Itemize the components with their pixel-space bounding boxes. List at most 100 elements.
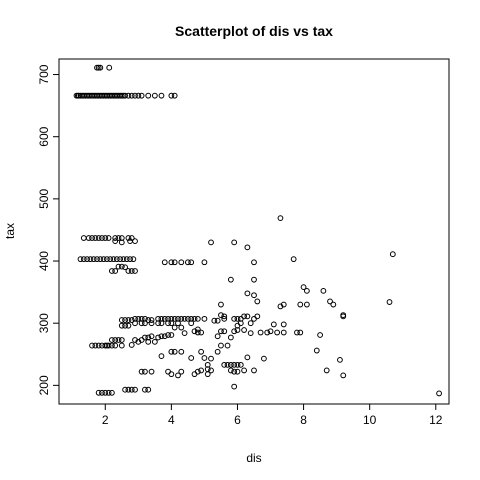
data-points	[73, 64, 442, 397]
data-point	[125, 268, 132, 274]
data-point	[201, 355, 208, 361]
data-point	[237, 361, 244, 368]
data-point	[127, 256, 133, 263]
data-point	[201, 315, 208, 322]
data-point	[204, 366, 211, 373]
data-point	[168, 259, 175, 266]
data-point	[87, 256, 94, 263]
data-point	[125, 322, 132, 329]
data-point	[218, 342, 224, 349]
data-point	[231, 315, 238, 322]
data-point	[158, 92, 165, 99]
data-point	[168, 92, 175, 99]
data-point	[234, 368, 241, 375]
data-point	[84, 256, 90, 263]
y-axis: 200 300 400 500 600 700	[37, 64, 59, 395]
data-point	[99, 389, 105, 396]
data-point	[100, 256, 107, 263]
data-point	[148, 368, 155, 375]
data-point	[227, 367, 234, 374]
data-point	[280, 321, 287, 328]
data-point	[118, 92, 125, 99]
data-point	[323, 367, 330, 374]
data-point	[214, 348, 221, 355]
data-point	[125, 92, 132, 99]
data-point	[135, 92, 142, 99]
data-point	[132, 268, 138, 274]
data-point	[92, 342, 99, 349]
data-point	[122, 322, 129, 329]
data-point	[181, 330, 188, 337]
data-point	[142, 334, 148, 341]
data-point	[90, 256, 97, 263]
data-point	[138, 368, 145, 375]
data-point	[224, 342, 231, 349]
data-point	[300, 284, 307, 291]
data-point	[123, 256, 130, 263]
data-point	[115, 235, 122, 241]
data-point	[112, 337, 119, 343]
data-point	[77, 256, 84, 263]
data-point	[135, 338, 142, 345]
data-point	[227, 334, 234, 341]
data-point	[132, 320, 138, 327]
data-point	[178, 315, 185, 322]
data-point	[221, 328, 228, 335]
data-point	[128, 342, 135, 348]
data-point	[112, 342, 119, 349]
data-point	[85, 235, 92, 241]
data-point	[148, 320, 155, 327]
data-point	[436, 390, 442, 397]
y-tick-label: 600	[37, 126, 51, 146]
data-point	[108, 389, 115, 396]
data-point	[244, 354, 251, 361]
data-point	[234, 361, 241, 368]
data-point	[128, 317, 135, 323]
data-point	[161, 333, 168, 340]
data-point	[330, 301, 337, 308]
data-point	[125, 386, 132, 393]
data-point	[115, 263, 122, 270]
data-point	[115, 337, 122, 343]
data-point	[231, 368, 238, 375]
data-point	[178, 368, 185, 375]
data-point	[97, 64, 104, 71]
data-point	[120, 256, 127, 263]
data-point	[184, 259, 191, 266]
data-point	[161, 315, 168, 322]
data-point	[132, 238, 138, 245]
x-tick-label: 8	[300, 413, 307, 427]
data-point	[178, 348, 185, 355]
data-point	[102, 389, 109, 396]
data-point	[208, 355, 214, 362]
data-point	[188, 320, 195, 327]
data-point	[277, 215, 284, 222]
data-point	[142, 386, 148, 393]
data-point	[145, 338, 152, 345]
data-point	[247, 330, 254, 337]
data-point	[155, 334, 162, 341]
data-point	[337, 356, 343, 363]
x-tick-label: 2	[102, 413, 109, 427]
data-point	[128, 235, 135, 241]
data-point	[194, 368, 201, 375]
data-point	[168, 348, 175, 355]
data-point	[151, 92, 158, 99]
data-point	[297, 329, 304, 336]
data-point	[231, 383, 238, 390]
data-point	[158, 333, 165, 340]
data-point	[95, 389, 102, 396]
data-point	[130, 256, 137, 263]
data-point	[105, 389, 112, 396]
data-point	[280, 329, 287, 336]
data-point	[112, 238, 119, 245]
data-point	[234, 327, 241, 333]
data-point	[327, 298, 333, 305]
data-point	[214, 333, 221, 340]
data-point	[132, 92, 138, 99]
y-tick-label: 500	[37, 189, 51, 209]
data-point	[108, 268, 115, 274]
data-point	[340, 313, 347, 320]
data-point	[99, 235, 105, 241]
data-point	[128, 268, 135, 274]
